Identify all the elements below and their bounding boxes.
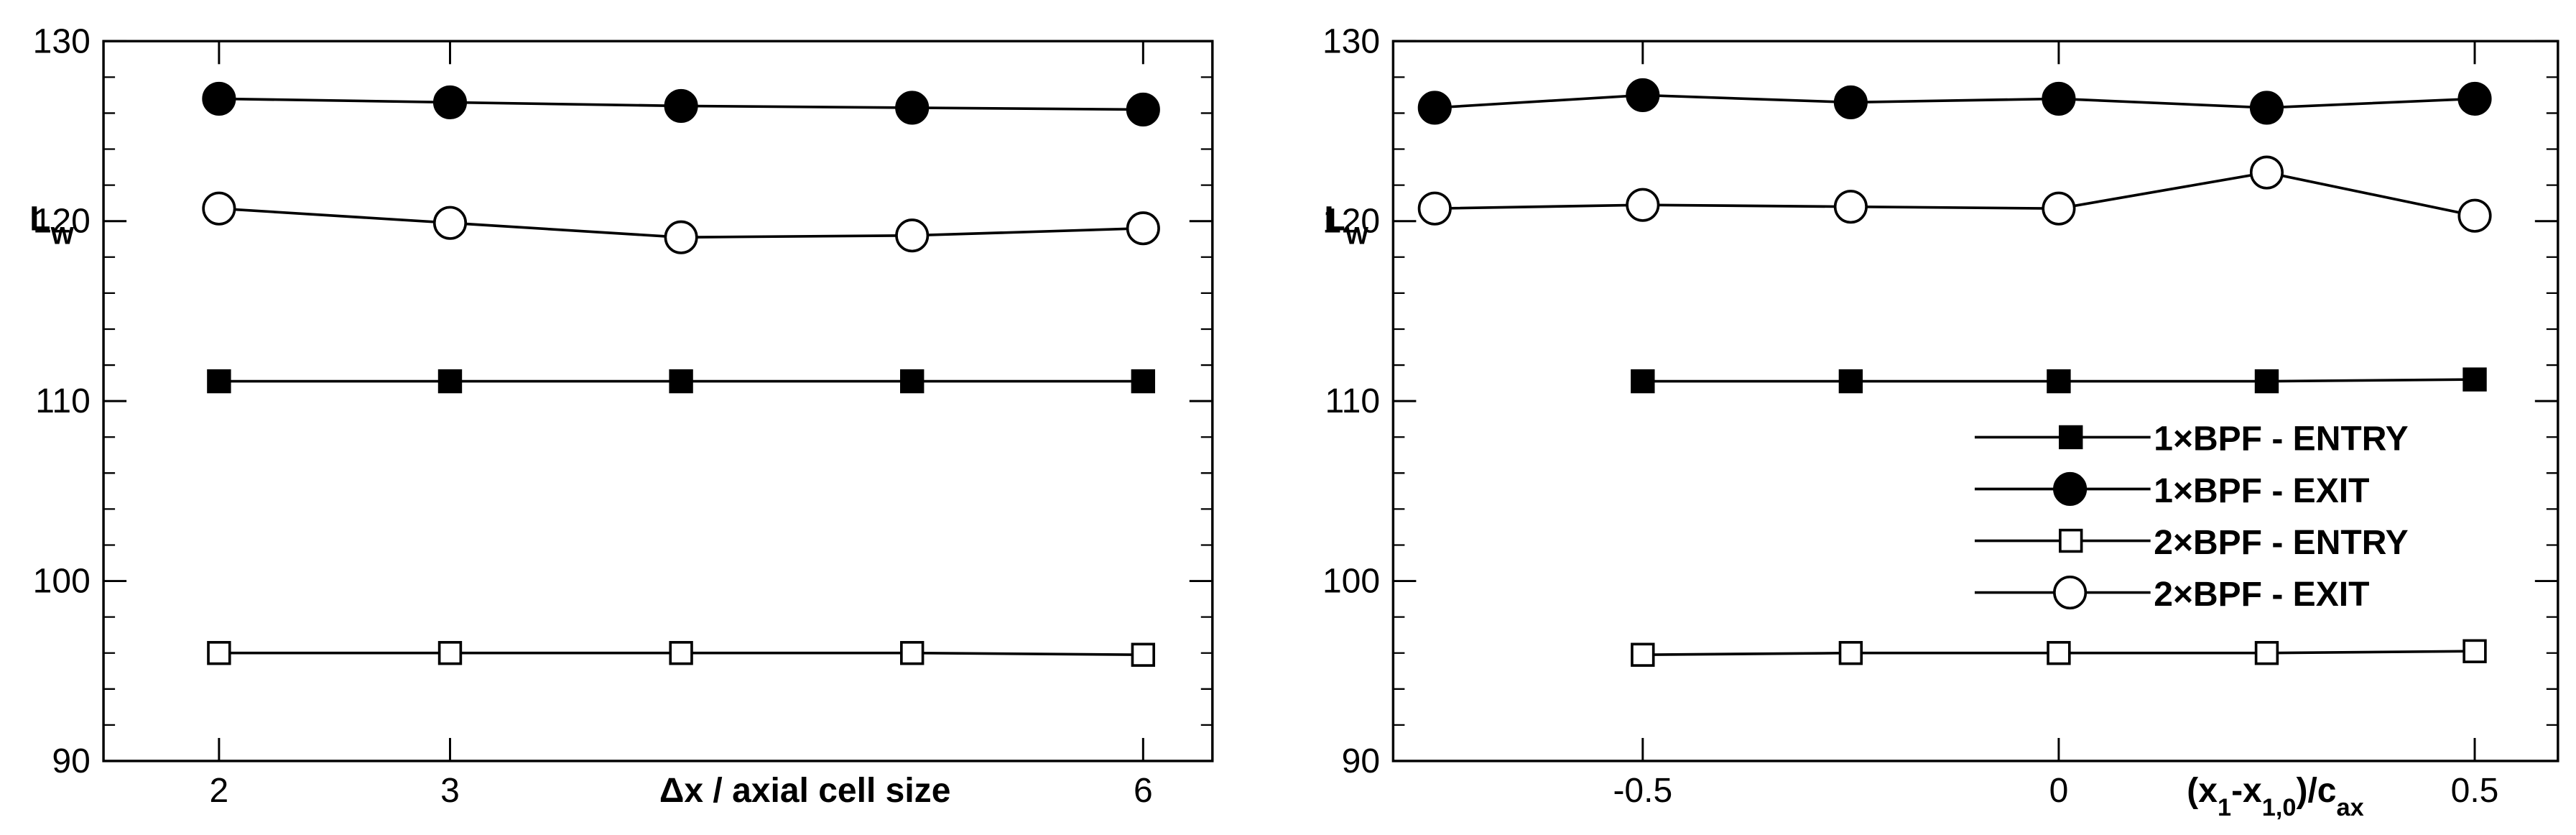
y-tick-label: 120: [1322, 203, 1380, 241]
x-tick-label: 6: [1134, 772, 1153, 810]
panel: 90 100 110 120 130 -0.5 0 0.5 (x1-x1,0)/cax LW 1×B…: [1322, 22, 2559, 821]
y-axis-label-part: W: [1345, 222, 1369, 249]
marker: [664, 88, 698, 123]
marker: [1626, 78, 1660, 112]
marker: [2047, 641, 2071, 665]
marker: [1126, 211, 1160, 246]
marker: [1131, 369, 1156, 394]
y-tick-label: 90: [1342, 742, 1380, 780]
marker: [664, 220, 698, 254]
marker: [669, 641, 693, 665]
x-axis-label-part: (x: [2187, 772, 2218, 810]
marker: [202, 81, 236, 116]
y-axis-label: LW: [29, 200, 74, 249]
marker: [2249, 155, 2284, 190]
x-axis-label-part: 1,0: [2262, 794, 2297, 821]
marker: [2042, 81, 2076, 116]
marker: [1417, 191, 1452, 226]
panel: 90 100 110 120 130 2 3 6 Δx / axial cell size LW: [29, 22, 1214, 810]
marker: [1631, 369, 1655, 394]
marker: [207, 369, 231, 394]
marker: [1833, 190, 1868, 224]
y-tick-label: 110: [35, 382, 91, 420]
marker: [2042, 191, 2076, 226]
marker: [895, 91, 930, 125]
x-axis-label-part: -x: [2231, 772, 2262, 810]
marker: [2463, 367, 2487, 392]
marker: [2457, 81, 2492, 116]
marker: [1833, 85, 1868, 119]
legend-label: 1×BPF - EXIT: [2154, 472, 2369, 510]
x-tick-label: 0.5: [2451, 772, 2499, 810]
legend-label: 1×BPF - ENTRY: [2154, 420, 2408, 458]
marker: [2254, 369, 2279, 394]
x-axis-label: (x1-x1,0)/cax: [2187, 772, 2363, 821]
y-axis-label-part: W: [51, 222, 75, 249]
legend: 1×BPF - ENTRY 1×BPF - EXIT 2×BPF - ENTRY 2×…: [1974, 420, 2409, 614]
legend-marker: [2059, 528, 2083, 553]
y-axis-label: LW: [1324, 200, 1368, 249]
marker: [2249, 91, 2284, 125]
marker: [1417, 91, 1452, 125]
marker: [900, 641, 925, 665]
marker: [2463, 639, 2487, 663]
marker: [895, 218, 930, 253]
legend-marker: [2053, 471, 2088, 507]
marker: [207, 641, 231, 665]
marker: [1126, 92, 1160, 126]
x-tick-label: -0.5: [1613, 772, 1672, 810]
marker: [2047, 369, 2071, 394]
marker: [2254, 641, 2279, 665]
marker: [669, 369, 693, 394]
marker: [900, 369, 925, 394]
marker: [437, 641, 463, 665]
series-line: [1435, 93, 2475, 109]
legend-label: 2×BPF - ENTRY: [2154, 524, 2408, 562]
marker: [432, 85, 468, 119]
x-tick-label: 2: [210, 772, 229, 810]
legend-marker: [2053, 576, 2088, 610]
x-tick-label: 0: [2049, 772, 2069, 810]
y-tick-label: 100: [1322, 563, 1380, 601]
marker: [2457, 198, 2492, 233]
marker: [1131, 642, 1156, 667]
marker: [1838, 641, 1863, 665]
x-axis-label-part: )/c: [2296, 772, 2336, 810]
marker: [437, 369, 463, 394]
marker: [432, 206, 468, 240]
y-tick-label: 100: [33, 563, 91, 601]
x-tick-label: 3: [440, 772, 460, 810]
y-tick-label: 130: [1322, 22, 1380, 60]
y-tick-label: 90: [52, 742, 90, 780]
marker: [1838, 369, 1863, 394]
y-axis-label-part: L: [1324, 200, 1345, 238]
x-axis-label-part: Δx / axial cell size: [659, 772, 951, 810]
marker: [1631, 642, 1655, 667]
x-axis-label-part: 1: [2218, 794, 2231, 821]
y-tick-label: 110: [1325, 382, 1381, 420]
x-axis-label: Δx / axial cell size: [659, 772, 951, 810]
y-tick-label: 120: [33, 203, 91, 241]
legend-marker: [2059, 425, 2083, 450]
series-line: [1435, 171, 2475, 217]
legend-label: 2×BPF - EXIT: [2154, 576, 2369, 614]
y-tick-label: 130: [33, 22, 91, 60]
marker: [1626, 188, 1660, 222]
y-axis-label-part: L: [29, 200, 50, 238]
x-axis-label-part: ax: [2337, 794, 2364, 821]
marker: [202, 191, 236, 226]
